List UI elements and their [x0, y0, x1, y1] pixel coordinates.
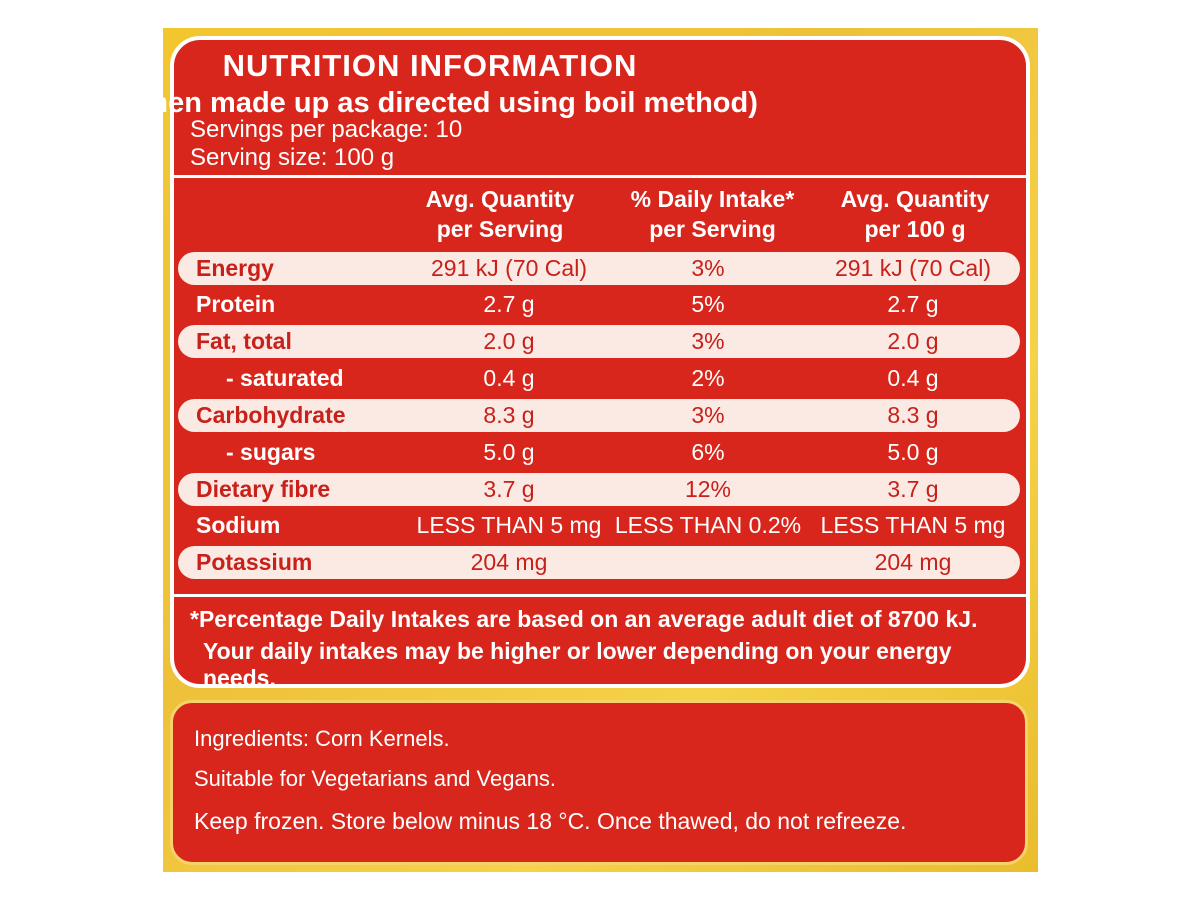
table-row-potassium: Potassium 204 mg 204 mg [178, 546, 1020, 579]
per-serving-value: 3.7 g [483, 476, 535, 502]
storage-text: Keep frozen. Store below minus 18 °C. On… [194, 808, 907, 834]
per-serving-value: 2.7 g [483, 291, 535, 317]
per-serving-value: 291 kJ (70 Cal) [431, 255, 587, 281]
nutrient-name: Carbohydrate [196, 402, 346, 428]
per-serving-value: 204 mg [470, 549, 548, 575]
table-row-protein: Protein 2.7 g 5% 2.7 g [178, 288, 1020, 321]
per-serving-value: 5.0 g [483, 439, 535, 465]
footnote-divider [172, 594, 1028, 597]
table-row-saturated: - saturated 0.4 g 2% 0.4 g [178, 362, 1020, 395]
ingredients-text: Ingredients: Corn Kernels. [194, 726, 450, 751]
nutrition-subtitle: (#when made up as directed using boil me… [102, 87, 758, 119]
per-100g-value: 5.0 g [887, 439, 939, 465]
footnote-line-1: *Percentage Daily Intakes are based on a… [190, 606, 978, 632]
per-100g-value: 2.7 g [887, 291, 939, 317]
daily-intake-value: LESS THAN 0.2% [614, 512, 802, 538]
column-header-line: per Serving [649, 216, 776, 242]
per-serving-value: 8.3 g [483, 402, 535, 428]
column-header-daily-intake: % Daily Intake* per Serving [605, 184, 820, 244]
column-header-line: Avg. Quantity [425, 186, 575, 212]
nutrient-name: Sodium [196, 512, 281, 538]
nutrition-panel [170, 36, 1030, 688]
nutrient-name: Energy [196, 255, 274, 281]
nutrient-name: Fat, total [196, 328, 292, 354]
column-header-line: per 100 g [864, 216, 966, 242]
serving-size: Serving size: 100 g [190, 144, 395, 171]
ingredients-panel [170, 700, 1028, 865]
daily-intake-value: 3% [691, 255, 725, 281]
per-100g-value: 291 kJ (70 Cal) [835, 255, 991, 281]
daily-intake-value: 6% [691, 439, 725, 465]
nutrient-name: - saturated [226, 365, 344, 391]
table-row-sodium: Sodium LESS THAN 5 mg LESS THAN 0.2% LES… [178, 509, 1020, 542]
daily-intake-value [603, 546, 813, 579]
per-serving-value: 0.4 g [483, 365, 535, 391]
per-100g-value: 2.0 g [887, 328, 939, 354]
daily-intake-value: 2% [691, 365, 725, 391]
daily-intake-value: 3% [691, 402, 725, 428]
per-100g-value: 0.4 g [887, 365, 939, 391]
column-header-line: Avg. Quantity [840, 186, 990, 212]
servings-per-package: Servings per package: 10 [190, 116, 463, 143]
per-100g-value: LESS THAN 5 mg [820, 512, 1006, 538]
table-row-dietary-fibre: Dietary fibre 3.7 g 12% 3.7 g [178, 473, 1020, 506]
daily-intake-value: 12% [684, 476, 732, 502]
nutrient-name: - sugars [226, 439, 316, 465]
per-100g-value: 3.7 g [887, 476, 939, 502]
table-row-sugars: - sugars 5.0 g 6% 5.0 g [178, 436, 1020, 469]
nutrient-name: Dietary fibre [196, 476, 331, 502]
column-header-line: % Daily Intake* [630, 186, 795, 212]
per-100g-value: 204 mg [874, 549, 952, 575]
nutrient-name: Protein [196, 291, 276, 317]
header-divider [172, 175, 1028, 178]
daily-intake-value: 3% [691, 328, 725, 354]
suitable-text: Suitable for Vegetarians and Vegans. [194, 766, 557, 791]
per-serving-value: LESS THAN 5 mg [416, 512, 602, 538]
table-row-carbohydrate: Carbohydrate 8.3 g 3% 8.3 g [178, 399, 1020, 432]
column-header-line: per Serving [436, 216, 564, 242]
table-row-energy: Energy 291 kJ (70 Cal) 3% 291 kJ (70 Cal… [178, 252, 1020, 285]
daily-intake-value: 5% [691, 291, 725, 317]
nutrient-name: Potassium [196, 549, 313, 575]
nutrition-title: NUTRITION INFORMATION [222, 48, 638, 83]
per-serving-value: 2.0 g [483, 328, 535, 354]
table-row-fat-total: Fat, total 2.0 g 3% 2.0 g [178, 325, 1020, 358]
column-header-per-serving: Avg. Quantity per Serving [400, 184, 600, 244]
footnote-line-2: Your daily intakes may be higher or lowe… [203, 638, 952, 691]
per-100g-value: 8.3 g [887, 402, 939, 428]
column-header-per-100g: Avg. Quantity per 100 g [805, 184, 1025, 244]
